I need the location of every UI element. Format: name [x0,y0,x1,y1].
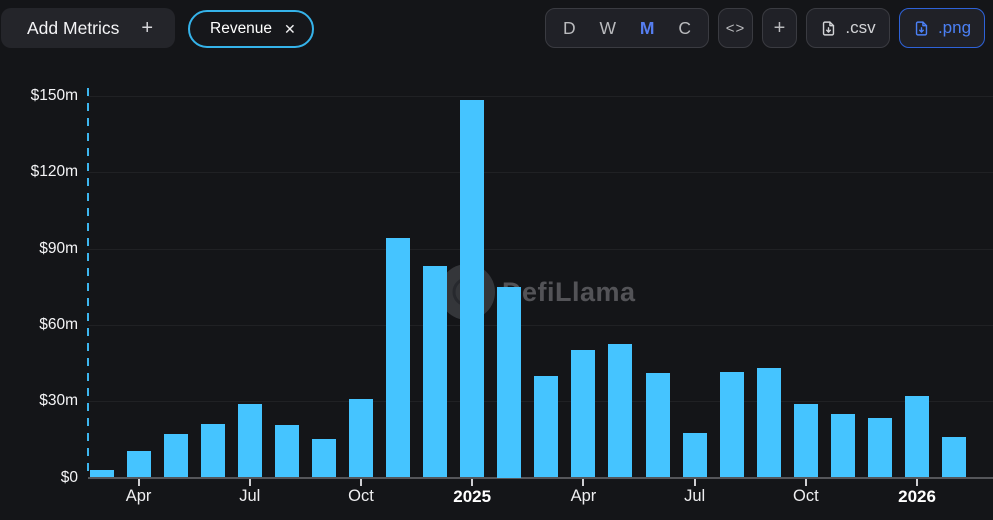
gridline-$60m [88,324,993,326]
revenue-bar-Sep-2025[interactable] [756,368,781,478]
x-axis-line [88,476,993,479]
revenue-bar-Aug-2025[interactable] [719,371,744,478]
gridline-$120m [88,172,993,174]
gridline-$150m [88,96,993,97]
revenue-bar-Oct-2025[interactable] [793,403,818,478]
revenue-bar-Feb-2025[interactable] [497,286,522,478]
x-axis-tick [804,478,807,486]
revenue-bar-Nov-2024[interactable] [386,238,411,478]
remove-metric-icon[interactable]: ✕ [284,20,296,37]
revenue-bar-Jun-2024[interactable] [200,424,225,478]
x-axis-label-2025: 2025 [453,487,492,506]
y-axis-label: $120m [30,163,78,181]
add-metrics-plus-icon: + [141,16,153,39]
timeframe-daily[interactable]: D [563,17,576,38]
revenue-bar-Feb-2026[interactable] [942,436,967,478]
metric-pill-revenue[interactable]: Revenue ✕ [188,10,314,48]
revenue-bar-May-2025[interactable] [608,343,633,478]
download-png-button[interactable]: .png [899,8,985,48]
csv-label: .csv [845,18,876,37]
file-download-icon [823,20,835,36]
x-axis-tick [137,478,140,486]
x-axis-tick [693,478,696,486]
revenue-bar-Jul-2025[interactable] [682,432,707,478]
revenue-bar-Oct-2024[interactable] [348,398,373,478]
gridline-$90m [88,248,993,250]
x-axis-tick [359,478,362,486]
embed-code-button[interactable]: <> [718,8,753,48]
x-axis-label-Apr: Apr [125,487,152,505]
x-axis-label-Oct: Oct [348,487,374,505]
add-metrics-button[interactable]: Add Metrics + [1,8,175,48]
add-metrics-label: Add Metrics [27,17,120,38]
x-axis-label-Oct: Oct [792,487,819,505]
revenue-bar-Jan-2025[interactable] [460,99,485,478]
y-axis-label: $90m [39,239,78,257]
y-axis-label: $30m [39,392,78,410]
metric-pill-label: Revenue [210,20,273,37]
x-axis-tick [916,478,919,486]
x-axis-tick [248,478,251,486]
revenue-bar-Jan-2026[interactable] [905,396,930,478]
png-label: .png [937,18,972,37]
revenue-bar-Dec-2024[interactable] [423,266,448,478]
y-axis-label: $150m [30,87,78,104]
revenue-bar-May-2024[interactable] [163,434,188,478]
y-axis-label: $0 [60,468,78,486]
y-axis-label: $60m [39,315,78,333]
download-csv-button[interactable]: .csv [806,8,890,48]
revenue-bar-Mar-2024[interactable] [89,469,114,478]
revenue-bar-Mar-2025[interactable] [534,375,559,478]
revenue-bar-Jul-2024[interactable] [237,403,262,478]
revenue-bar-Nov-2025[interactable] [830,413,855,478]
x-axis-label-Apr: Apr [570,487,597,505]
watermark-text: DefiLlama [502,276,636,307]
toolbar: Add Metrics + Revenue ✕ D W M C <> + [0,0,993,60]
revenue-bar-Apr-2024[interactable] [126,450,151,478]
revenue-bar-Jun-2025[interactable] [645,373,670,478]
x-axis-label-Jul: Jul [239,487,261,505]
toolbar-right-cluster: D W M C <> + .csv [545,8,985,48]
x-axis-tick [471,478,474,486]
plus-icon: + [773,16,786,39]
x-axis-label-2026: 2026 [898,487,936,506]
x-axis-tick [582,478,585,486]
revenue-bar-Sep-2024[interactable] [311,439,336,478]
revenue-bar-Dec-2025[interactable] [867,417,892,478]
file-download-icon [915,20,928,36]
add-chart-button[interactable]: + [762,8,797,48]
code-brackets-icon: <> [725,19,746,37]
timeframe-cumulative[interactable]: C [678,17,691,38]
timeframe-monthly[interactable]: M [639,17,655,38]
revenue-bar-Aug-2024[interactable] [274,425,299,478]
timeframe-toggle: D W M C [545,8,709,48]
y-axis-dashed-line [87,88,89,478]
timeframe-weekly[interactable]: W [599,17,617,38]
x-axis-label-Jul: Jul [684,487,706,505]
revenue-bar-Apr-2025[interactable] [571,350,596,478]
